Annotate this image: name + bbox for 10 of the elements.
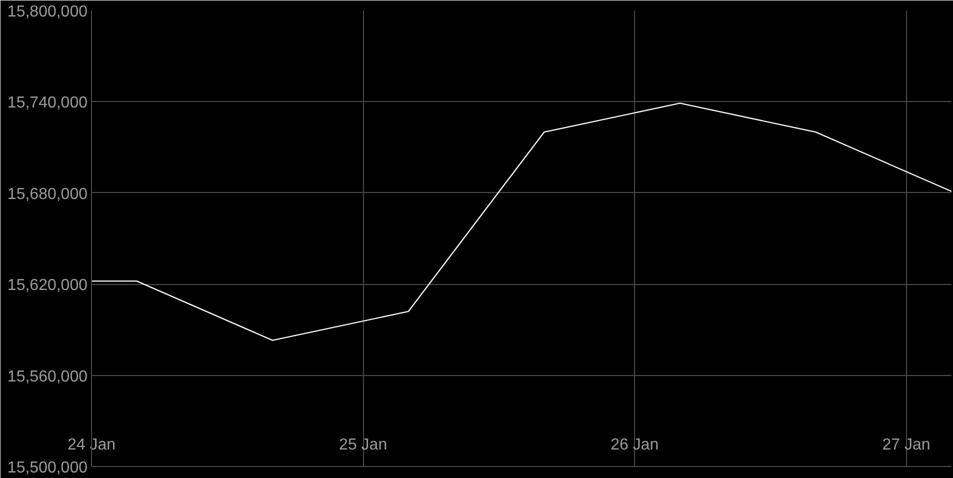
y-tick-label: 15,560,000 <box>7 368 88 386</box>
y-tick-label: 15,620,000 <box>7 277 88 294</box>
x-tick-label: 24 Jan <box>67 436 116 454</box>
y-tick-label: 15,800,000 <box>7 4 88 20</box>
x-tick-label: 26 Jan <box>610 436 659 454</box>
y-tick-label: 15,740,000 <box>7 94 88 112</box>
y-tick-label: 15,500,000 <box>7 460 88 476</box>
x-tick-label: 27 Jan <box>882 436 930 454</box>
x-tick-label: 25 Jan <box>339 436 388 454</box>
y-tick-label: 15,680,000 <box>7 186 88 203</box>
